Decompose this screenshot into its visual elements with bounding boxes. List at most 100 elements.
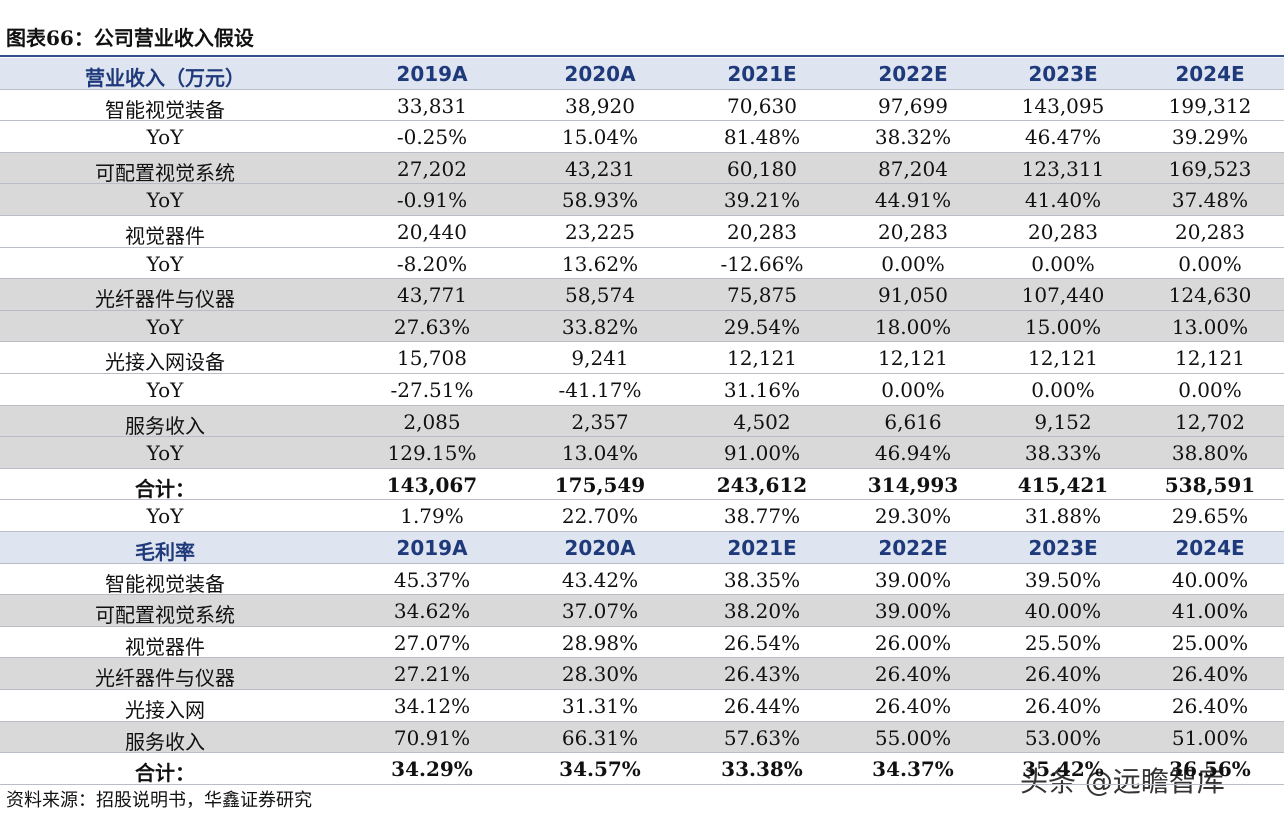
cell: 33,831 bbox=[397, 93, 467, 118]
cell: 44.91% bbox=[874, 188, 952, 213]
row-label: YoY bbox=[146, 441, 184, 466]
source: 资料来源：招股说明书，华鑫证券研究 bbox=[6, 790, 312, 811]
row-label: YoY bbox=[146, 378, 184, 402]
cell: 40.00% bbox=[1024, 599, 1102, 624]
cell: 31.88% bbox=[1024, 504, 1102, 529]
header-cell: 2021E bbox=[727, 62, 797, 86]
cell: 415,421 bbox=[1017, 472, 1109, 497]
table-row bbox=[0, 184, 1284, 216]
cell: 12,121 bbox=[727, 346, 797, 371]
cell: 27.63% bbox=[393, 314, 471, 339]
cell: 37.07% bbox=[561, 599, 639, 624]
cell: 29.30% bbox=[874, 504, 952, 529]
cell: 28.98% bbox=[561, 630, 639, 655]
row-label: 智能视觉装备 bbox=[105, 97, 225, 122]
table-row bbox=[0, 121, 1284, 153]
table-row bbox=[0, 90, 1284, 122]
table-row bbox=[0, 564, 1284, 596]
cell: 123,311 bbox=[1021, 156, 1105, 181]
table-row bbox=[0, 595, 1284, 627]
cell: 57.63% bbox=[723, 725, 801, 750]
cell: 12,121 bbox=[1175, 346, 1245, 371]
cell: 87,204 bbox=[878, 156, 948, 181]
row-label: 光接入网 bbox=[125, 698, 205, 722]
cell: 38.80% bbox=[1171, 441, 1249, 466]
cell: 12,121 bbox=[878, 346, 948, 371]
row-label: 可配置视觉系统 bbox=[95, 603, 235, 628]
table-row bbox=[0, 342, 1284, 374]
cell: 20,283 bbox=[1175, 220, 1245, 244]
cell: 15.04% bbox=[561, 125, 639, 150]
cell: 26.40% bbox=[1171, 694, 1249, 718]
cell: 26.54% bbox=[723, 630, 801, 655]
cell: 124,630 bbox=[1168, 283, 1252, 308]
cell: 12,702 bbox=[1175, 409, 1245, 434]
table-row bbox=[0, 279, 1284, 311]
row-label: 合计： bbox=[135, 761, 195, 786]
cell: 46.94% bbox=[874, 441, 952, 466]
cell: 33.38% bbox=[721, 757, 803, 782]
cell: 39.50% bbox=[1024, 567, 1102, 592]
row-label: YoY bbox=[146, 314, 184, 339]
cell: 6,616 bbox=[884, 409, 942, 434]
cell: 34.29% bbox=[391, 757, 473, 782]
cell: 13.00% bbox=[1171, 314, 1249, 339]
cell: 27.07% bbox=[393, 630, 471, 655]
cell: 45.37% bbox=[393, 567, 471, 592]
cell: 20,283 bbox=[878, 220, 948, 244]
cell: 0.00% bbox=[1178, 378, 1242, 402]
cell: 13.62% bbox=[561, 251, 639, 276]
header-cell: 2019A bbox=[396, 536, 468, 560]
cell: 43.42% bbox=[561, 567, 639, 592]
cell: 43,231 bbox=[565, 156, 635, 181]
cell: 538,591 bbox=[1164, 472, 1256, 497]
cell: 38.35% bbox=[723, 567, 801, 592]
table-row bbox=[0, 152, 1284, 185]
header-cell: 2023E bbox=[1028, 536, 1098, 560]
cell: 51.00% bbox=[1171, 725, 1249, 750]
cell: 70,630 bbox=[727, 93, 797, 118]
cell: 12,121 bbox=[1028, 346, 1098, 371]
cell: 46.47% bbox=[1024, 125, 1102, 150]
row-label: 光纤器件与仪器 bbox=[95, 287, 235, 312]
watermark: 头条 @远瞻智库 bbox=[1020, 765, 1225, 798]
cell: 41.00% bbox=[1171, 599, 1249, 624]
cell: -0.25% bbox=[396, 125, 468, 150]
cell: 26.40% bbox=[874, 662, 952, 687]
cell: 36.56% bbox=[1169, 757, 1251, 782]
table-row bbox=[0, 469, 1284, 501]
table-row bbox=[0, 721, 1284, 754]
cell: 40.00% bbox=[1171, 567, 1249, 592]
cell: 0.00% bbox=[1031, 251, 1095, 276]
cell: 2,357 bbox=[571, 409, 629, 434]
cell: 38.33% bbox=[1024, 441, 1102, 466]
cell: 39.00% bbox=[874, 599, 952, 624]
cell: 26.40% bbox=[874, 694, 952, 718]
cell: 31.16% bbox=[723, 378, 801, 402]
table-row bbox=[0, 437, 1284, 469]
cell: 34.62% bbox=[393, 599, 471, 624]
row-label: 视觉器件 bbox=[125, 224, 205, 248]
cell: 2,085 bbox=[403, 409, 461, 434]
row-label: 可配置视觉系统 bbox=[95, 160, 235, 185]
table-row bbox=[0, 248, 1284, 280]
cell: 97,699 bbox=[878, 93, 948, 118]
row-label: YoY bbox=[146, 251, 184, 276]
table-row bbox=[0, 216, 1284, 248]
cell: 91,050 bbox=[878, 283, 948, 308]
cell: 43,771 bbox=[397, 283, 467, 308]
row-label: 光接入网设备 bbox=[105, 350, 225, 375]
title: 图表66：公司营业收入假设 bbox=[6, 26, 254, 50]
header-cell: 2022E bbox=[878, 62, 948, 86]
row-label: 智能视觉装备 bbox=[105, 571, 225, 596]
cell: 15.00% bbox=[1024, 314, 1102, 339]
cell: 23,225 bbox=[565, 220, 635, 244]
cell: 0.00% bbox=[881, 251, 945, 276]
header-cell: 2024E bbox=[1175, 536, 1245, 560]
header-cell: 2022E bbox=[878, 536, 948, 560]
row-label: 视觉器件 bbox=[125, 634, 205, 659]
cell: 20,440 bbox=[397, 220, 467, 244]
cell: 0.00% bbox=[1178, 251, 1242, 276]
cell: 25.00% bbox=[1171, 630, 1249, 655]
